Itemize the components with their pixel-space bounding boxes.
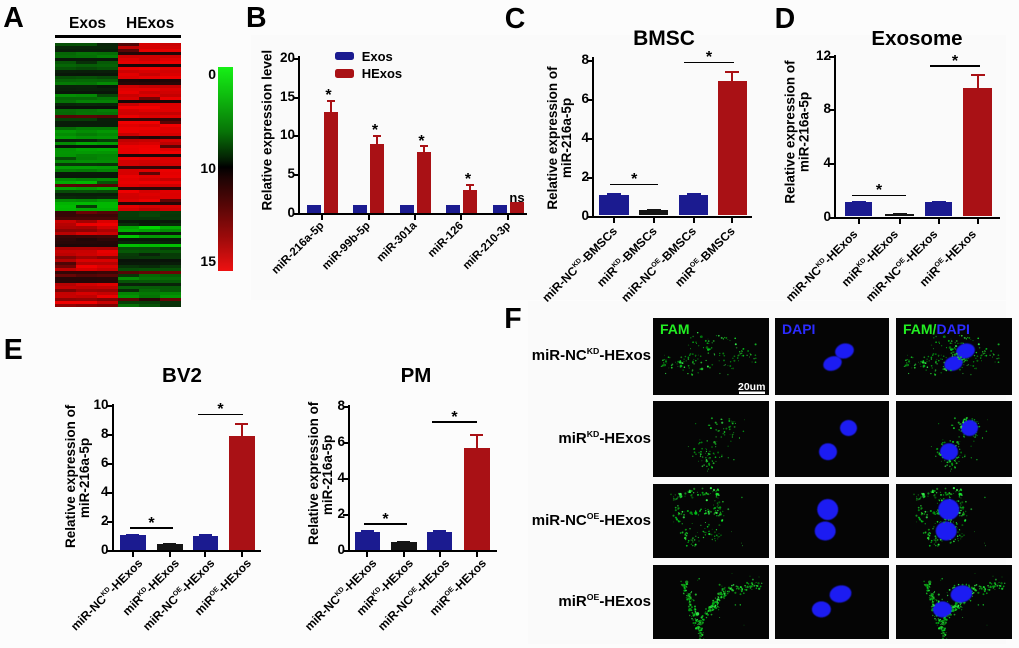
svg-text:DAPI: DAPI — [782, 321, 815, 337]
svg-text:FAM: FAM — [660, 321, 690, 337]
svg-text:20um: 20um — [738, 381, 765, 393]
svg-text:FAM/DAPI: FAM/DAPI — [903, 321, 970, 337]
